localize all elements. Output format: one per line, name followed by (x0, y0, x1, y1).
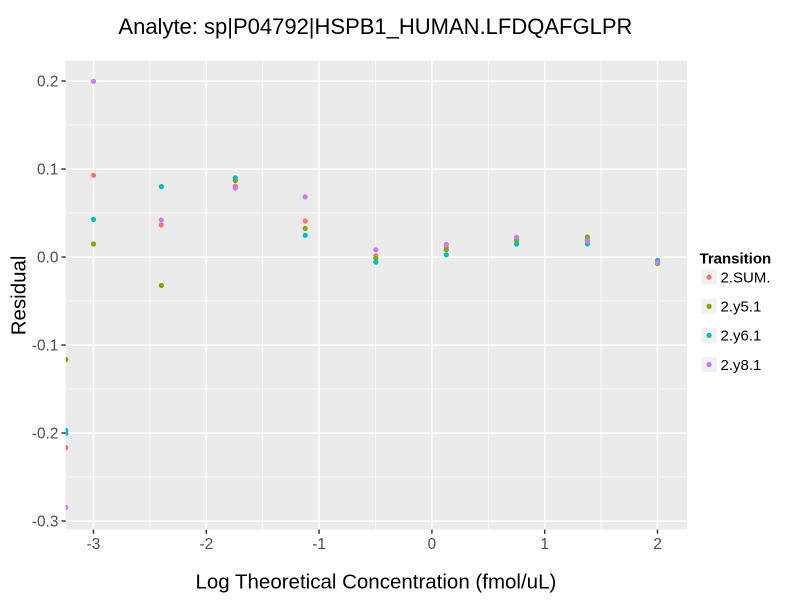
svg-text:0.2: 0.2 (37, 74, 58, 91)
svg-text:2.y8.1: 2.y8.1 (721, 357, 762, 374)
svg-text:0.0: 0.0 (37, 250, 58, 267)
svg-text:-0.3: -0.3 (32, 514, 59, 531)
svg-text:2.y5.1: 2.y5.1 (721, 299, 762, 316)
svg-text:2.y6.1: 2.y6.1 (721, 328, 762, 345)
svg-text:0.1: 0.1 (37, 162, 58, 179)
svg-text:Residual: Residual (8, 256, 31, 336)
svg-text:-2: -2 (199, 536, 213, 553)
svg-text:0: 0 (428, 536, 437, 553)
svg-text:-0.1: -0.1 (32, 338, 59, 355)
svg-text:Log Theoretical Concentration: Log Theoretical Concentration (fmol/uL) (195, 571, 556, 594)
svg-text:2: 2 (653, 536, 662, 553)
svg-text:Analyte: sp|P04792|HSPB1_HUMAN: Analyte: sp|P04792|HSPB1_HUMAN.LFDQAFGLP… (118, 14, 632, 39)
svg-text:-3: -3 (87, 536, 101, 553)
svg-text:-1: -1 (312, 536, 326, 553)
svg-text:2.SUM.: 2.SUM. (721, 270, 771, 287)
svg-text:1: 1 (540, 536, 549, 553)
svg-text:Transition: Transition (700, 250, 772, 267)
svg-text:-0.2: -0.2 (32, 426, 59, 443)
